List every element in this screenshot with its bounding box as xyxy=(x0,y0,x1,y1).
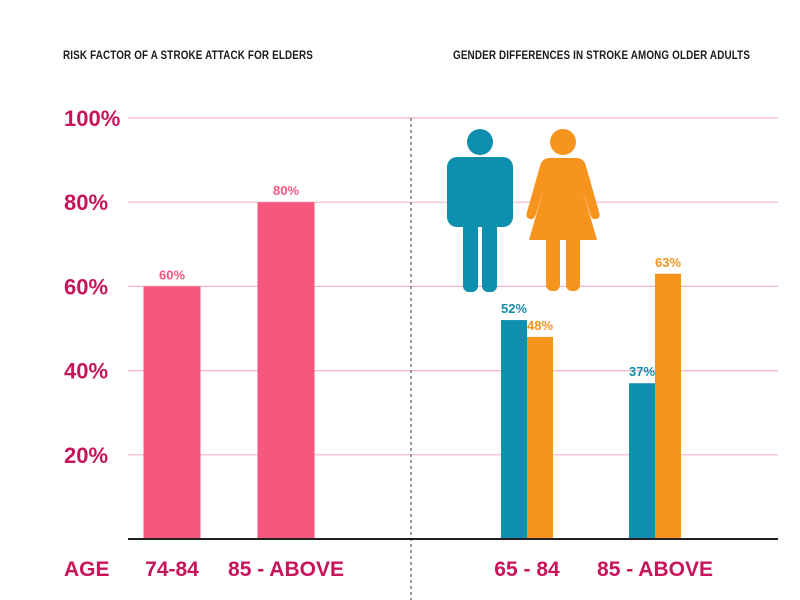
bar-female-1 xyxy=(527,336,553,539)
bars xyxy=(143,202,681,539)
bar-male-1 xyxy=(501,320,527,539)
y-axis-ticks: 20% 40% 60% 80% 100% xyxy=(64,106,120,468)
female-figure-icon xyxy=(526,129,600,291)
bar-male-2 xyxy=(629,383,655,539)
x-axis-label: AGE xyxy=(64,558,110,581)
y-tick-label: 60% xyxy=(64,274,108,299)
y-tick-label: 20% xyxy=(64,443,108,468)
chart-title-left: RISK FACTOR OF A STROKE ATTACK FOR ELDER… xyxy=(63,48,313,62)
y-tick-label: 80% xyxy=(64,190,108,215)
data-label-male-2: 37% xyxy=(629,364,655,379)
chart-title-right: GENDER DIFFERENCES IN STROKE AMONG OLDER… xyxy=(453,48,751,62)
data-labels: 60% 80% 52% 37% 48% 63% xyxy=(159,183,681,379)
x-tick-label-right-2: 85 - ABOVE xyxy=(597,558,713,581)
bar-female-2 xyxy=(655,273,681,539)
x-tick-label-left-2: 85 - ABOVE xyxy=(228,558,344,581)
data-label-female-2: 63% xyxy=(655,255,681,270)
data-label-left-2: 80% xyxy=(273,183,299,198)
data-label-left-1: 60% xyxy=(159,267,185,282)
male-figure-icon xyxy=(447,129,513,292)
x-tick-label-left-1: 74-84 xyxy=(145,558,199,581)
bar-left-2 xyxy=(257,202,315,539)
bar-left-1 xyxy=(143,286,201,539)
data-label-female-1: 48% xyxy=(527,318,553,333)
data-label-male-1: 52% xyxy=(501,301,527,316)
x-tick-label-right-1: 65 - 84 xyxy=(494,558,560,581)
x-axis-ticks: 74-84 85 - ABOVE 65 - 84 85 - ABOVE AGE xyxy=(64,558,713,581)
y-tick-label: 100% xyxy=(64,106,120,131)
y-tick-label: 40% xyxy=(64,359,108,384)
